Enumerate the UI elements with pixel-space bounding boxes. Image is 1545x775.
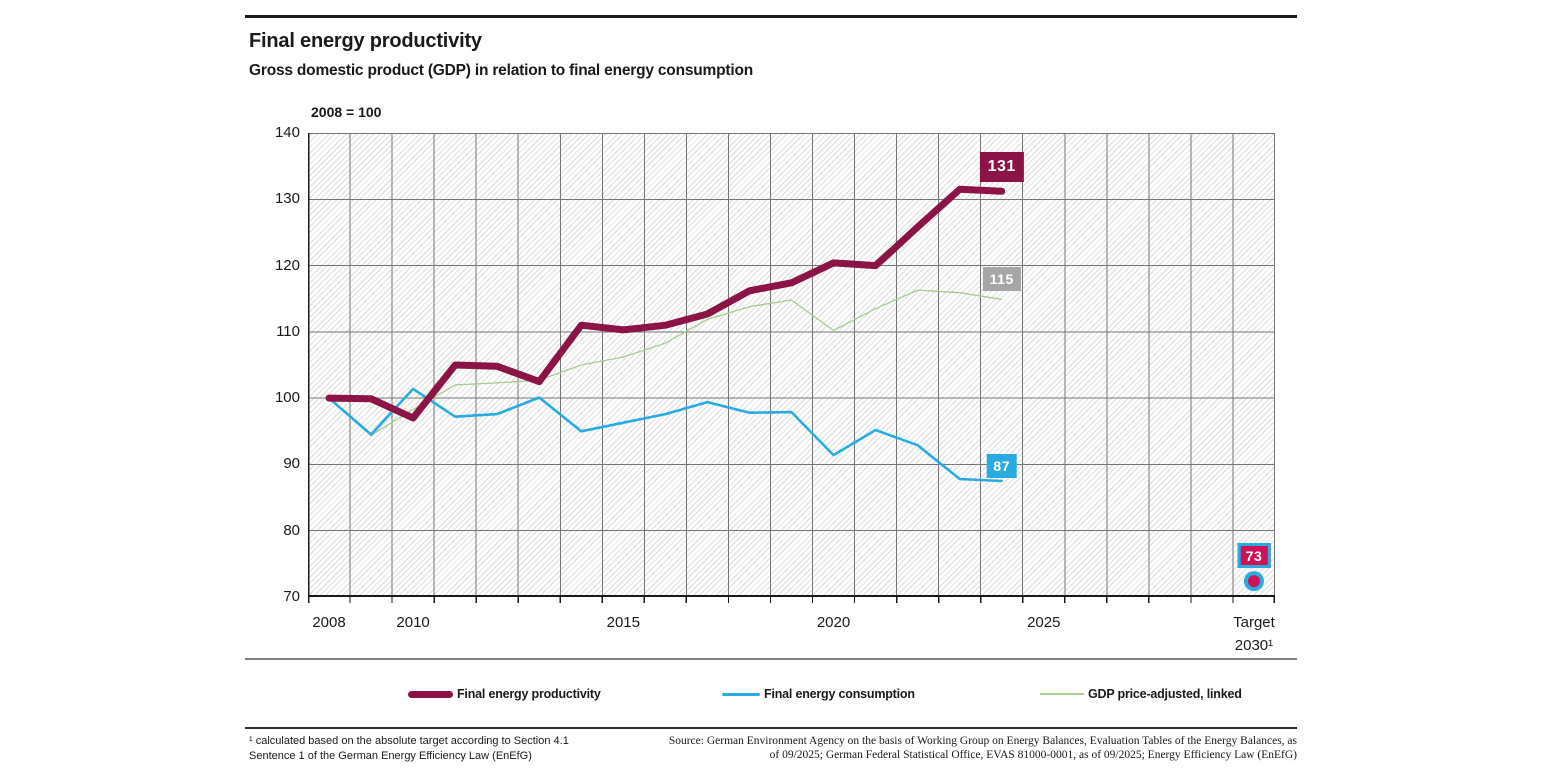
- y-tick-label: 70: [283, 588, 300, 605]
- series-value-label: 115: [982, 267, 1021, 292]
- target-value-label: 73: [1237, 543, 1271, 569]
- line-final-energy-productivity: [325, 185, 1006, 422]
- x-tick-label-line: 2030¹: [1234, 637, 1274, 654]
- line-gdp-price-adjusted-linked: [328, 289, 1003, 436]
- legend-item-final-energy-consumption: Final energy consumption: [722, 686, 915, 702]
- x-tick-label: 2020: [817, 611, 850, 634]
- legend-marker-final-energy-consumption: [722, 692, 760, 696]
- x-tick-label: 2025: [1027, 611, 1060, 634]
- x-tick-label-line: 2020: [816, 614, 851, 631]
- x-tick-label-line: 2025: [1027, 614, 1061, 631]
- legend-label: Final energy productivity: [457, 687, 601, 701]
- footer-divider-rule: [245, 727, 1297, 729]
- source-note: Source: German Environment Agency on the…: [669, 735, 1297, 762]
- chart-subtitle: Gross domestic product (GDP) in relation…: [249, 62, 753, 79]
- x-tick-label: 2015: [607, 611, 640, 634]
- footnote-line-2: Sentence 1 of the German Energy Efficien…: [249, 749, 532, 762]
- y-tick-label: 100: [274, 389, 300, 407]
- legend-marker-final-energy-productivity: [408, 690, 453, 698]
- legend-item-final-energy-productivity: Final energy productivity: [408, 686, 601, 702]
- footnote: ¹ calculated based on the absolute targe…: [249, 734, 569, 763]
- y-tick-label: 130: [274, 190, 300, 208]
- source-line-2: of 09/2025; German Federal Statistical O…: [769, 748, 1297, 761]
- legend-label: GDP price-adjusted, linked: [1088, 687, 1242, 701]
- x-tick-label-line: Target: [1233, 614, 1275, 631]
- x-tick-label: 2008: [312, 611, 345, 634]
- x-tick-label-line: 2010: [396, 614, 430, 631]
- target-marker-dot: [1247, 575, 1260, 588]
- x-tick-label: Target 2030¹: [1233, 611, 1275, 657]
- source-line-1: Source: German Environment Agency on the…: [668, 735, 1297, 747]
- x-tick-label-line: 2008: [312, 614, 346, 631]
- index-base-note: 2008 = 100: [311, 104, 382, 120]
- line-final-energy-consumption: [327, 387, 1004, 483]
- y-tick-label: 90: [283, 455, 300, 473]
- top-rule: [245, 15, 1297, 18]
- y-tick-label: 80: [283, 521, 300, 539]
- series-value-label: 131: [979, 152, 1024, 183]
- plot-area: [308, 133, 1275, 603]
- chart-title: Final energy productivity: [249, 30, 482, 52]
- footnote-line-1: ¹ calculated based on the absolute targe…: [249, 735, 569, 747]
- x-tick-label: 2010: [396, 611, 429, 634]
- series-value-label: 87: [986, 454, 1017, 478]
- legend-marker-gdp-price-adjusted-linked: [1040, 693, 1084, 695]
- y-tick-label: 110: [276, 322, 300, 340]
- legend-item-gdp-price-adjusted-linked: GDP price-adjusted, linked: [1040, 686, 1242, 702]
- legend-divider-rule: [245, 658, 1297, 660]
- x-tick-label-line: 2015: [606, 614, 640, 631]
- y-tick-label: 140: [274, 124, 300, 141]
- y-tick-label: 120: [274, 256, 300, 274]
- chart-canvas: [308, 133, 1275, 603]
- legend-label: Final energy consumption: [764, 687, 915, 701]
